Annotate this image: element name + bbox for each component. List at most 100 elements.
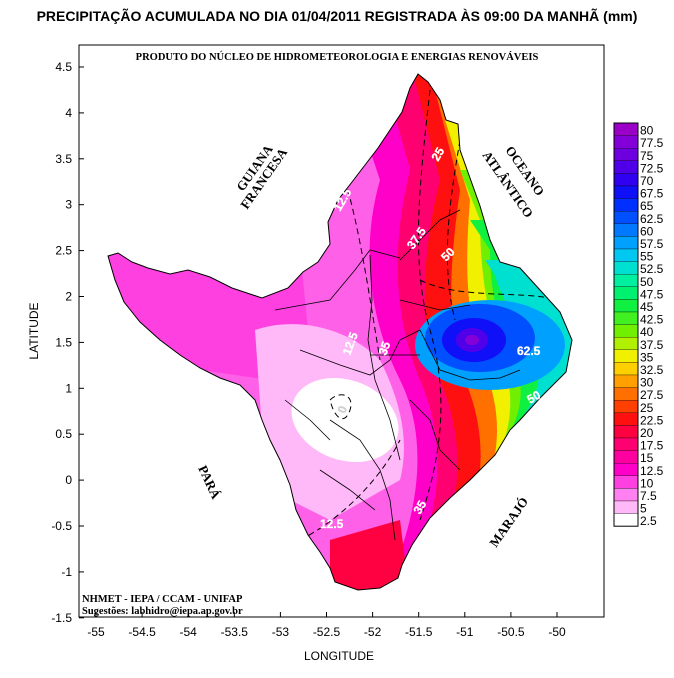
contour-label: 35 <box>376 339 394 357</box>
x-tick-label: -55 <box>87 625 105 639</box>
legend-label: 20 <box>640 426 654 440</box>
legend-label: 22.5 <box>640 413 664 427</box>
y-tick-label: 1 <box>65 381 72 395</box>
y-tick-label: 4 <box>65 106 72 120</box>
x-axis-label: LONGITUDE <box>304 649 374 663</box>
credits-line2: Sugestões: labhidro@iepa.ap.gov.br <box>82 606 243 617</box>
legend-swatch <box>613 286 639 300</box>
x-tick-label: -52 <box>364 625 382 639</box>
contour-label: 0 <box>335 404 351 415</box>
legend-label: 17.5 <box>640 439 664 453</box>
legend-label: 5 <box>640 502 647 516</box>
x-axis-ticks: -55 -54.5 -54 -53.5 -53 -52.5 -52 -51.5 -51 -50.5… <box>87 612 566 639</box>
legend-swatch <box>613 223 639 237</box>
y-tick-label: 2.5 <box>55 244 72 258</box>
legend-label: 37.5 <box>640 338 664 352</box>
legend-label: 65 <box>640 199 654 213</box>
legend-label: 70 <box>640 174 654 188</box>
legend-swatch <box>613 324 639 338</box>
color-legend: 8077.57572.57067.56562.56057.55552.55047… <box>613 122 664 528</box>
legend-label: 47.5 <box>640 287 664 301</box>
y-tick-label: -0.5 <box>51 519 72 533</box>
y-axis-ticks: 4.5 4 3.5 3 2.5 2 1.5 1 0.5 0 -0.5 -1 -1.5 <box>51 60 84 625</box>
legend-swatch <box>613 425 639 439</box>
legend-label: 27.5 <box>640 388 664 402</box>
legend-label: 75 <box>640 149 654 163</box>
legend-label: 30 <box>640 376 654 390</box>
legend-swatch <box>613 299 639 313</box>
legend-label: 80 <box>640 124 654 138</box>
x-tick-label: -53 <box>272 625 290 639</box>
y-tick-label: 3 <box>65 198 72 212</box>
y-tick-label: -1.5 <box>51 611 72 625</box>
legend-swatch <box>613 311 639 325</box>
legend-swatch <box>613 173 639 187</box>
y-tick-label: 0.5 <box>55 427 72 441</box>
legend-label: 35 <box>640 350 654 364</box>
legend-label: 77.5 <box>640 136 664 150</box>
credits-line1: NHMET - IEPA / CCAM - UNIFAP <box>82 594 243 605</box>
legend-swatch <box>613 160 639 174</box>
legend-label: 52.5 <box>640 262 664 276</box>
legend-label: 67.5 <box>640 187 664 201</box>
legend-label: 60 <box>640 224 654 238</box>
legend-swatch <box>613 412 639 426</box>
legend-swatch <box>613 450 639 464</box>
x-tick-label: -52.5 <box>313 625 341 639</box>
x-tick-label: -53.5 <box>221 625 249 639</box>
legend-swatch <box>613 437 639 451</box>
legend-label: 15 <box>640 451 654 465</box>
legend-swatch <box>613 475 639 489</box>
legend-label: 45 <box>640 300 654 314</box>
legend-label: 32.5 <box>640 363 664 377</box>
legend-swatch <box>613 236 639 250</box>
legend-label: 42.5 <box>640 313 664 327</box>
legend-swatch <box>613 362 639 376</box>
x-tick-label: -51.5 <box>405 625 433 639</box>
state-outline <box>107 73 573 591</box>
y-tick-label: -1 <box>61 565 72 579</box>
legend-label: 7.5 <box>640 489 657 503</box>
legend-swatch <box>613 513 639 527</box>
x-tick-label: -50 <box>548 625 566 639</box>
legend-label: 72.5 <box>640 161 664 175</box>
legend-swatch <box>613 122 639 136</box>
legend-swatch <box>613 488 639 502</box>
legend-swatch <box>613 500 639 514</box>
x-tick-label: -51 <box>456 625 474 639</box>
y-tick-label: 0 <box>65 473 72 487</box>
y-tick-label: 3.5 <box>55 152 72 166</box>
legend-swatch <box>613 463 639 476</box>
legend-label: 55 <box>640 250 654 264</box>
legend-swatch <box>613 387 639 401</box>
y-axis-label: LATITUDE <box>27 302 41 359</box>
legend-swatch <box>613 185 639 199</box>
legend-label: 40 <box>640 325 654 339</box>
legend-frame <box>613 122 639 527</box>
legend-swatch <box>613 274 639 287</box>
legend-swatch <box>613 374 639 388</box>
legend-swatch <box>613 261 639 275</box>
legend-swatch <box>613 400 639 413</box>
legend-label: 12.5 <box>640 464 664 478</box>
legend-swatch <box>613 248 639 262</box>
map-title: PRECIPITAÇÃO ACUMULADA NO DIA 01/04/2011… <box>36 8 638 24</box>
y-tick-label: 4.5 <box>55 60 72 74</box>
legend-swatch <box>613 211 639 224</box>
x-tick-label: -54.5 <box>128 625 156 639</box>
contour-label: 12.5 <box>320 517 344 531</box>
legend-label: 10 <box>640 476 654 490</box>
legend-label: 25 <box>640 401 654 415</box>
legend-label: 2.5 <box>640 514 657 528</box>
legend-label: 57.5 <box>640 237 664 251</box>
x-tick-label: -50.5 <box>497 625 525 639</box>
legend-swatch <box>613 198 639 212</box>
legend-swatch <box>613 349 639 363</box>
y-tick-label: 1.5 <box>55 335 72 349</box>
legend-label: 62.5 <box>640 212 664 226</box>
contour-label: 62.5 <box>517 344 541 358</box>
legend-label: 50 <box>640 275 654 289</box>
legend-swatch <box>613 148 639 161</box>
legend-swatch <box>613 135 639 149</box>
